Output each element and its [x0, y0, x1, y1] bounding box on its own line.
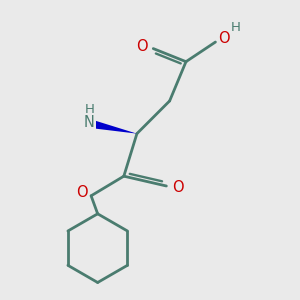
Text: O: O	[136, 39, 148, 54]
Text: H: H	[231, 21, 241, 34]
Text: N: N	[84, 115, 95, 130]
Text: O: O	[172, 180, 184, 195]
Text: H: H	[85, 103, 94, 116]
Text: O: O	[76, 185, 88, 200]
Polygon shape	[90, 120, 137, 134]
Text: O: O	[218, 31, 230, 46]
